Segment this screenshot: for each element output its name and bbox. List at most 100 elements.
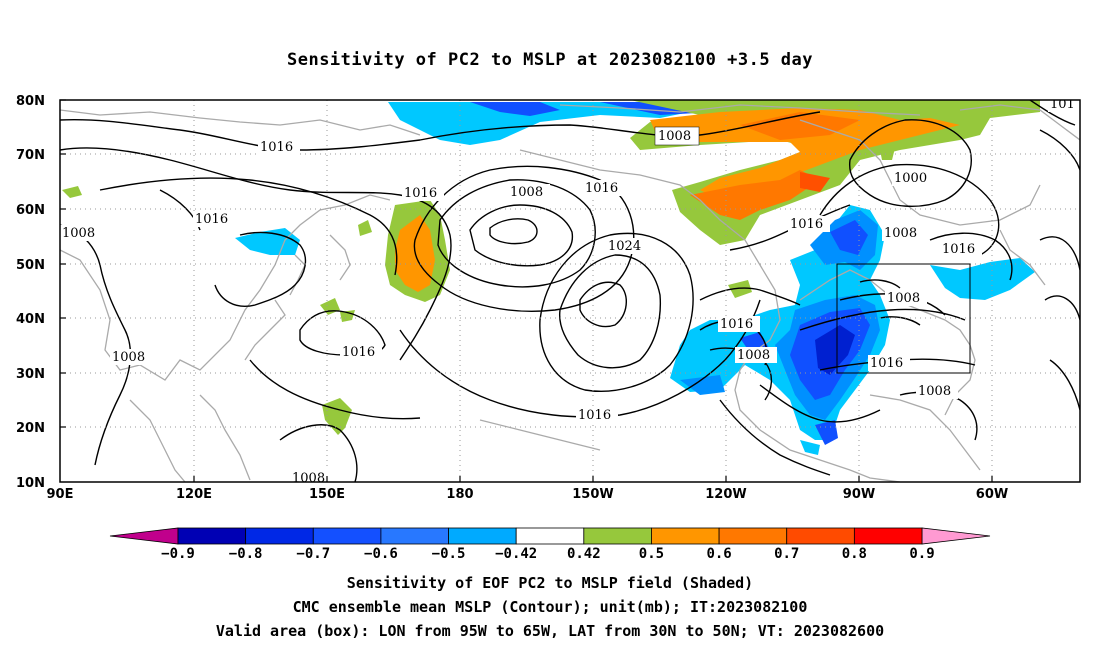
axis-ticks bbox=[60, 99, 993, 482]
shade-blue-small bbox=[815, 420, 838, 445]
svg-text:1008: 1008 bbox=[62, 226, 95, 241]
shade-atlantic-cyan bbox=[930, 258, 1035, 300]
shade-na-darkblue bbox=[815, 325, 855, 375]
svg-text:1016: 1016 bbox=[342, 345, 375, 360]
contour-label: 1016 bbox=[583, 180, 625, 196]
colorbar-label: −0.42 bbox=[495, 546, 537, 562]
svg-text:1008: 1008 bbox=[884, 226, 917, 241]
svg-text:1008: 1008 bbox=[918, 384, 951, 399]
colorbar-label: 0.42 bbox=[567, 546, 601, 562]
shade-cyan-small bbox=[800, 440, 820, 455]
colorbar-label: 0.9 bbox=[909, 546, 934, 562]
colorbar-label: 0.6 bbox=[706, 546, 731, 562]
shade-green-small bbox=[62, 186, 82, 198]
contour-label: 1008 bbox=[110, 349, 152, 365]
colorbar-label: 0.7 bbox=[774, 546, 799, 562]
contour-label: 1016 bbox=[576, 407, 618, 423]
lat-label: 80N bbox=[16, 94, 45, 109]
colorbar-end-right bbox=[921, 527, 991, 545]
contour-label: 1008 bbox=[60, 225, 102, 241]
contour-labels: 1008 1016 1016 1016 1008 1008 1016 1024 … bbox=[60, 97, 1080, 486]
lat-label: 30N bbox=[16, 367, 45, 382]
svg-text:1000: 1000 bbox=[894, 171, 927, 186]
svg-text:1016: 1016 bbox=[870, 356, 903, 371]
svg-text:1008: 1008 bbox=[112, 350, 145, 365]
contour-label: 1008 bbox=[735, 347, 777, 363]
colorbar-cell bbox=[515, 527, 585, 545]
lat-label: 50N bbox=[16, 258, 45, 273]
shade-green-small bbox=[880, 148, 895, 160]
lat-label: 20N bbox=[16, 421, 45, 436]
contour-label: 1008 bbox=[654, 126, 700, 146]
lon-label: 150E bbox=[309, 487, 345, 502]
svg-text:1016: 1016 bbox=[585, 181, 618, 196]
colorbar-label: −0.6 bbox=[364, 546, 398, 562]
shade-arctic-blue bbox=[470, 102, 560, 116]
contour-label: 1016 bbox=[788, 216, 830, 232]
lon-label: 120W bbox=[705, 487, 746, 502]
svg-text:1008: 1008 bbox=[887, 291, 920, 306]
colorbar-label: −0.9 bbox=[161, 546, 195, 562]
shade-na-blue-dark bbox=[830, 220, 868, 255]
lat-label: 60N bbox=[16, 203, 45, 218]
contour-label: 1024 bbox=[606, 238, 648, 254]
lat-axis-labels: 80N 70N 60N 50N 40N 30N 20N 10N bbox=[16, 94, 45, 491]
footer-line-valid-area: Valid area (box): LON from 95W to 65W, L… bbox=[215, 622, 885, 640]
contour-label: 1008 bbox=[290, 470, 332, 486]
colorbar-label: −0.7 bbox=[296, 546, 330, 562]
svg-text:1008: 1008 bbox=[292, 471, 325, 486]
colorbar-label: −0.5 bbox=[432, 546, 466, 562]
colorbar-cell bbox=[177, 527, 247, 545]
svg-text:1016: 1016 bbox=[790, 217, 823, 232]
contour-label: 1008 bbox=[916, 383, 958, 399]
shade-green-small bbox=[728, 280, 752, 298]
svg-text:1016: 1016 bbox=[404, 186, 437, 201]
colorbar-cell bbox=[245, 527, 314, 545]
lon-label: 150W bbox=[572, 487, 613, 502]
valid-area-box bbox=[836, 263, 971, 374]
svg-text:1016: 1016 bbox=[195, 212, 228, 227]
svg-text:101: 101 bbox=[1050, 97, 1075, 112]
lon-label: 120E bbox=[176, 487, 212, 502]
svg-text:1016: 1016 bbox=[260, 140, 293, 155]
colorbar-cell bbox=[380, 527, 449, 545]
lat-label: 70N bbox=[16, 148, 45, 163]
contour-label: 1008 bbox=[882, 225, 924, 241]
lon-label: 90W bbox=[843, 487, 875, 502]
svg-text:1024: 1024 bbox=[608, 239, 641, 254]
colorbar-end-left bbox=[109, 527, 179, 545]
lon-label: 60W bbox=[976, 487, 1008, 502]
shade-asia-cyan bbox=[235, 228, 300, 255]
svg-text:1016: 1016 bbox=[942, 242, 975, 257]
contour-label: 1016 bbox=[340, 344, 382, 360]
contour-label: 1016 bbox=[193, 211, 235, 227]
svg-text:1008: 1008 bbox=[510, 185, 543, 200]
colorbar-cell bbox=[651, 527, 720, 545]
shade-green-small bbox=[358, 220, 372, 236]
svg-text:1008: 1008 bbox=[658, 129, 691, 144]
shade-canada-orange bbox=[690, 170, 820, 220]
colorbar-cell bbox=[312, 527, 382, 545]
grid-lines bbox=[60, 100, 1080, 482]
footer-line-shading: Sensitivity of EOF PC2 to MSLP field (Sh… bbox=[346, 574, 754, 592]
map-title: Sensitivity of PC2 to MSLP at 2023082100… bbox=[286, 50, 813, 70]
contour-label: 1008 bbox=[885, 290, 927, 306]
lat-label: 10N bbox=[16, 476, 45, 491]
svg-text:1008: 1008 bbox=[737, 348, 770, 363]
colorbar-cell bbox=[718, 527, 788, 545]
coastlines bbox=[60, 104, 1080, 482]
shade-arctic-cyan bbox=[388, 102, 700, 145]
contour-label: 101 bbox=[1048, 97, 1080, 112]
colorbar-cell bbox=[448, 527, 517, 545]
colorbar-cell bbox=[853, 527, 923, 545]
mslp-contours bbox=[60, 100, 1080, 482]
colorbar-label: −0.8 bbox=[229, 546, 263, 562]
plot-area: 1008 1016 1016 1016 1008 1008 1016 1024 … bbox=[60, 97, 1080, 486]
colorbar-label: 0.8 bbox=[842, 546, 867, 562]
contour-label: 1016 bbox=[718, 316, 760, 332]
contour-label: 1016 bbox=[940, 241, 982, 257]
plot-border bbox=[59, 99, 1081, 483]
contour-label: 1016 bbox=[402, 185, 444, 201]
svg-text:1016: 1016 bbox=[578, 408, 611, 423]
colorbar: −0.9 −0.8 −0.7 −0.6 −0.5 −0.42 0.42 0.5 0.6 0.7 0.… bbox=[109, 527, 991, 562]
